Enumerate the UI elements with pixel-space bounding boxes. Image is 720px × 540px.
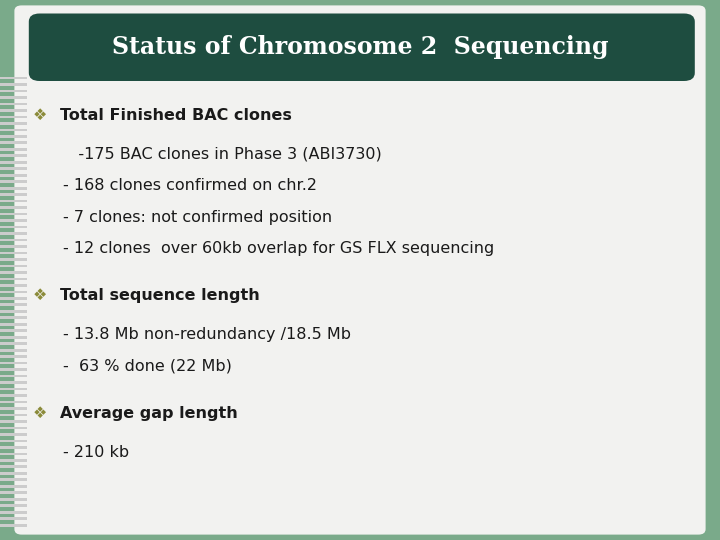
Bar [0, 258, 27, 261]
Bar [0, 465, 27, 468]
Bar [0, 323, 27, 326]
Text: - 7 clones: not confirmed position: - 7 clones: not confirmed position [63, 210, 333, 225]
Bar [0, 394, 27, 397]
Bar [0, 420, 27, 423]
Bar [0, 245, 27, 248]
Bar [0, 485, 27, 488]
Text: -175 BAC clones in Phase 3 (ABI3730): -175 BAC clones in Phase 3 (ABI3730) [63, 147, 382, 162]
Bar [0, 129, 27, 131]
Text: - 12 clones  over 60kb overlap for GS FLX sequencing: - 12 clones over 60kb overlap for GS FLX… [63, 241, 495, 256]
Text: -  63 % done (22 Mb): - 63 % done (22 Mb) [63, 359, 233, 374]
Bar [0, 329, 27, 332]
Bar [0, 161, 27, 164]
Bar [0, 291, 27, 293]
Bar [0, 271, 27, 274]
Bar [0, 524, 27, 526]
Bar [0, 362, 27, 364]
Bar [0, 453, 27, 455]
Bar [0, 206, 27, 209]
Bar [0, 239, 27, 241]
Bar [0, 193, 27, 196]
Bar [0, 90, 27, 92]
Bar [0, 213, 27, 215]
Text: Average gap length: Average gap length [60, 406, 238, 421]
Bar [0, 232, 27, 235]
Bar [0, 141, 27, 144]
Text: Total Finished BAC clones: Total Finished BAC clones [60, 108, 292, 123]
Bar [0, 368, 27, 371]
Text: ❖: ❖ [32, 406, 47, 421]
Bar [0, 252, 27, 254]
Bar [0, 336, 27, 339]
Bar [0, 109, 27, 112]
Text: - 13.8 Mb non-redundancy /18.5 Mb: - 13.8 Mb non-redundancy /18.5 Mb [63, 327, 351, 342]
Bar [0, 297, 27, 300]
Bar [0, 116, 27, 118]
Bar [0, 187, 27, 190]
Bar [0, 174, 27, 177]
Bar [0, 517, 27, 520]
Bar [0, 401, 27, 403]
Bar [0, 388, 27, 390]
Bar [0, 433, 27, 436]
Text: - 168 clones confirmed on chr.2: - 168 clones confirmed on chr.2 [63, 178, 318, 193]
Bar [0, 219, 27, 222]
Bar [0, 427, 27, 429]
Bar [0, 355, 27, 358]
Bar [0, 103, 27, 105]
Bar [0, 414, 27, 416]
Bar [0, 148, 27, 151]
Bar [0, 440, 27, 442]
Text: ❖: ❖ [32, 108, 47, 123]
Bar [0, 122, 27, 125]
Bar [0, 316, 27, 319]
Bar [0, 491, 27, 494]
Bar [0, 200, 27, 202]
Bar [0, 154, 27, 157]
Bar [0, 96, 27, 99]
Bar [0, 446, 27, 449]
Bar [0, 226, 27, 228]
FancyBboxPatch shape [29, 14, 695, 81]
Bar [0, 83, 27, 86]
Bar [0, 180, 27, 183]
Bar [0, 511, 27, 514]
Bar [0, 135, 27, 138]
Bar [0, 265, 27, 267]
Bar [0, 284, 27, 287]
Bar [0, 77, 27, 79]
Bar [0, 342, 27, 345]
Bar [0, 310, 27, 313]
Text: Status of Chromosome 2  Sequencing: Status of Chromosome 2 Sequencing [112, 35, 608, 59]
Bar [0, 407, 27, 410]
FancyBboxPatch shape [14, 5, 706, 535]
Bar [0, 349, 27, 352]
Bar [0, 167, 27, 170]
Text: ❖: ❖ [32, 288, 47, 303]
Text: - 210 kb: - 210 kb [63, 445, 130, 460]
Bar [0, 381, 27, 384]
Bar [0, 478, 27, 481]
Bar [0, 375, 27, 377]
Bar [0, 472, 27, 475]
Text: Total sequence length: Total sequence length [60, 288, 259, 303]
Bar [0, 504, 27, 507]
Bar [0, 278, 27, 280]
Bar [0, 498, 27, 501]
Bar [0, 459, 27, 462]
Bar [0, 303, 27, 306]
